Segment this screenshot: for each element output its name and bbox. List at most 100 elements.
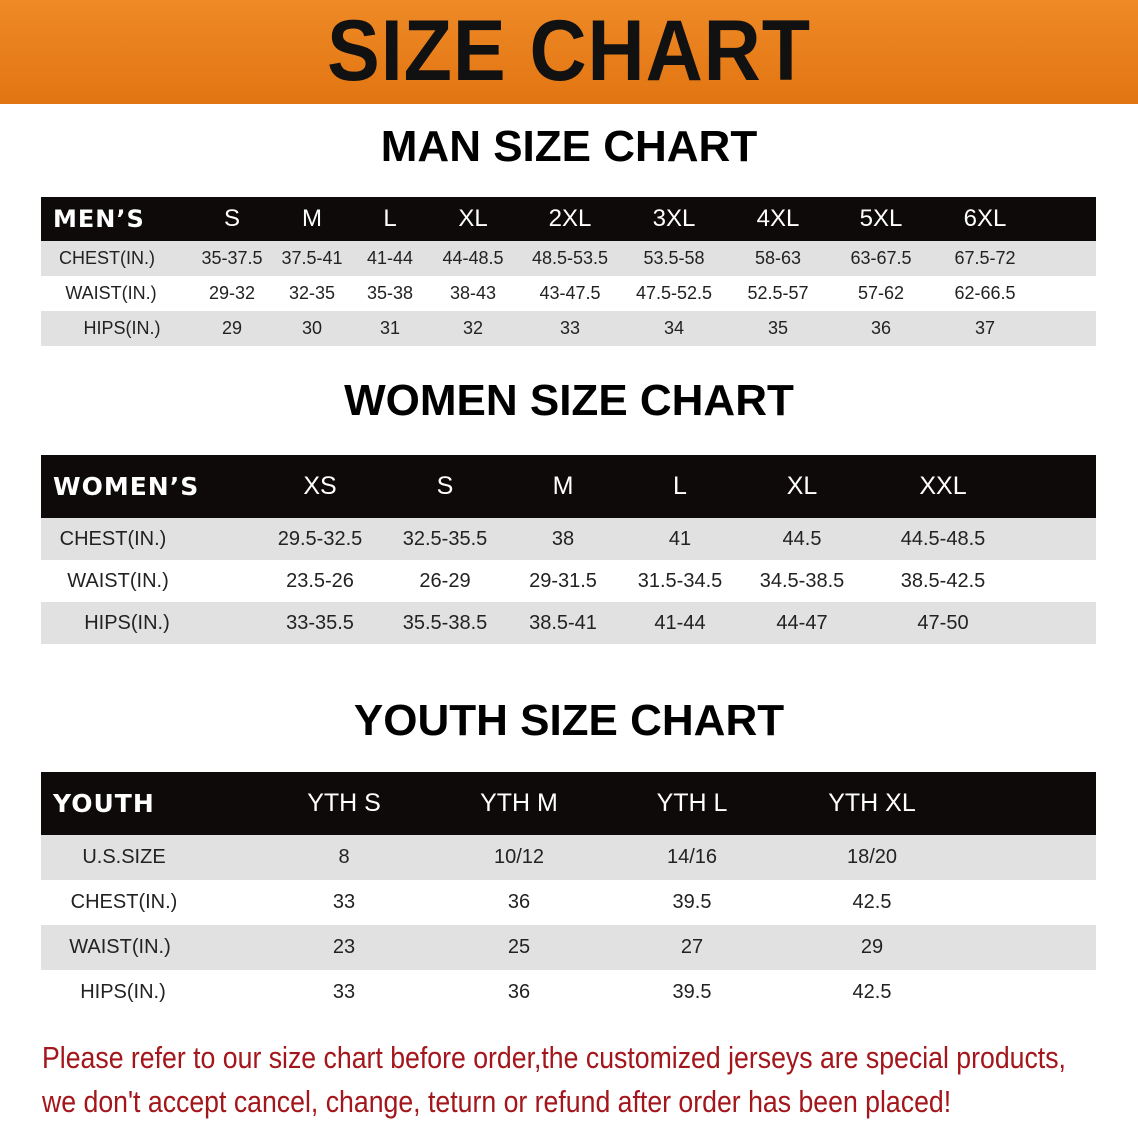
measurement-cell: 23.5-26 xyxy=(286,569,354,592)
table-row: WAIST(IN.) 23 25 27 29 xyxy=(41,925,1096,970)
banner-title: SIZE CHART xyxy=(327,3,811,99)
row-label: WAIST(IN.) xyxy=(67,569,169,592)
measurement-cell: 58-63 xyxy=(754,248,802,268)
measurement-cell: 63-67.5 xyxy=(850,248,912,268)
measurement-cell: 38.5-41 xyxy=(529,611,597,634)
measurement-cell: 57-62 xyxy=(857,283,905,303)
measurement-cell: 47.5-52.5 xyxy=(635,283,713,303)
note-line-1: Please refer to our size chart before or… xyxy=(42,1040,1066,1075)
row-label: HIPS(IN.) xyxy=(80,981,166,1003)
measurement-cell: 30 xyxy=(301,318,323,338)
measurement-cell: 10/12 xyxy=(493,846,545,868)
measurement-cell: 44-47 xyxy=(776,611,828,634)
size-header: XXL xyxy=(919,472,967,500)
measurement-cell: 38.5-42.5 xyxy=(900,569,986,592)
row-label: WAIST(IN.) xyxy=(69,936,171,958)
measurement-cell: 44.5-48.5 xyxy=(900,527,986,550)
size-header: 2XL xyxy=(548,205,592,232)
row-label: WAIST(IN.) xyxy=(65,283,157,303)
measurement-cell: 37 xyxy=(974,318,996,338)
measurement-cell: 36 xyxy=(507,891,531,913)
size-header: M xyxy=(552,472,574,500)
size-header: YTH L xyxy=(656,789,728,817)
table-row: CHEST(IN.) 33 36 39.5 42.5 xyxy=(41,880,1096,925)
measurement-cell: 31 xyxy=(379,318,401,338)
youth-size-table: YOUTH YTH S YTH M YTH L YTH XL U.S.SIZE 8 10/12… xyxy=(41,772,1096,1016)
measurement-cell: 38 xyxy=(551,527,575,550)
measurement-cell: 35 xyxy=(767,318,789,338)
measurement-cell: 29-31.5 xyxy=(529,569,597,592)
measurement-cell: 44.5 xyxy=(782,527,822,550)
measurement-cell: 36 xyxy=(870,318,892,338)
size-header: S xyxy=(223,205,241,232)
measurement-cell: 18/20 xyxy=(846,846,898,868)
measurement-cell: 8 xyxy=(338,846,350,868)
measurement-cell: 37.5-41 xyxy=(281,248,343,268)
measurement-cell: 35.5-38.5 xyxy=(402,611,488,634)
table-row: HIPS(IN.) 33 36 39.5 42.5 xyxy=(41,970,1096,1015)
order-note: Please refer to our size chart before or… xyxy=(42,1036,1066,1124)
row-label: U.S.SIZE xyxy=(82,846,166,868)
measurement-cell: 27 xyxy=(680,936,704,958)
youth-header-row: YOUTH YTH S YTH M YTH L YTH XL xyxy=(41,772,1096,835)
measurement-cell: 35-37.5 xyxy=(201,248,263,268)
size-header: 3XL xyxy=(652,205,696,232)
women-title: WOMEN SIZE CHART xyxy=(344,376,794,425)
size-header: M xyxy=(302,205,322,232)
measurement-cell: 67.5-72 xyxy=(954,248,1016,268)
measurement-cell: 32 xyxy=(462,318,484,338)
table-row: CHEST(IN.) 35-37.5 37.5-41 41-44 44-48.5 48.5… xyxy=(41,241,1096,276)
table-row: CHEST(IN.) 29.5-32.5 32.5-35.5 38 41 44.5 44.5… xyxy=(41,518,1096,560)
size-header: YTH XL xyxy=(828,789,916,817)
size-header: YTH S xyxy=(307,789,381,817)
measurement-cell: 31.5-34.5 xyxy=(637,569,723,592)
size-header: 5XL xyxy=(859,205,903,232)
banner: SIZE CHART xyxy=(0,0,1138,104)
measurement-cell: 39.5 xyxy=(672,891,712,913)
measurement-cell: 25 xyxy=(507,936,531,958)
measurement-cell: 43-47.5 xyxy=(539,283,601,303)
table-row: WAIST(IN.) 29-32 32-35 35-38 38-43 43-47.5 47.… xyxy=(41,276,1096,311)
table-row: WAIST(IN.) 23.5-26 26-29 29-31.5 31.5-34.5 34… xyxy=(41,560,1096,602)
measurement-cell: 26-29 xyxy=(419,569,471,592)
measurement-cell: 29 xyxy=(860,936,884,958)
size-header: S xyxy=(436,472,454,500)
table-row: U.S.SIZE 8 10/12 14/16 18/20 xyxy=(41,835,1096,880)
size-header: XL xyxy=(458,205,488,232)
measurement-cell: 52.5-57 xyxy=(747,283,809,303)
youth-header-label: YOUTH xyxy=(53,789,155,818)
measurement-cell: 14/16 xyxy=(666,846,718,868)
measurement-cell: 34 xyxy=(663,318,685,338)
women-size-table: WOMEN’S XS S M L XL XXL CHEST(IN.) 29.5-32.5 32.5… xyxy=(41,455,1096,645)
men-title: MAN SIZE CHART xyxy=(380,122,758,171)
measurement-cell: 39.5 xyxy=(672,981,712,1003)
measurement-cell: 38-43 xyxy=(449,283,497,303)
measurement-cell: 29.5-32.5 xyxy=(277,527,363,550)
measurement-cell: 47-50 xyxy=(917,611,969,634)
size-header: XS xyxy=(303,472,337,500)
size-header: XL xyxy=(786,472,818,500)
measurement-cell: 33 xyxy=(559,318,581,338)
note-line-2: we don't accept cancel, change, teturn o… xyxy=(42,1084,952,1119)
size-header: YTH M xyxy=(480,789,558,817)
measurement-cell: 23 xyxy=(332,936,356,958)
men-header-row: MEN’S S M L XL 2XL 3XL 4XL 5XL 6XL xyxy=(41,197,1096,241)
youth-title: YOUTH SIZE CHART xyxy=(353,696,785,745)
row-label: HIPS(IN.) xyxy=(83,318,161,338)
women-header-label: WOMEN’S xyxy=(53,472,200,501)
measurement-cell: 48.5-53.5 xyxy=(531,248,609,268)
measurement-cell: 35-38 xyxy=(366,283,414,303)
size-header: L xyxy=(383,205,397,232)
measurement-cell: 62-66.5 xyxy=(954,283,1016,303)
measurement-cell: 41-44 xyxy=(366,248,414,268)
measurement-cell: 33 xyxy=(332,891,356,913)
measurement-cell: 36 xyxy=(507,981,531,1003)
men-header-label: MEN’S xyxy=(53,205,145,233)
measurement-cell: 32-35 xyxy=(288,283,336,303)
row-label: CHEST(IN.) xyxy=(59,248,155,268)
row-label: CHEST(IN.) xyxy=(70,891,178,913)
row-label: CHEST(IN.) xyxy=(59,527,167,550)
measurement-cell: 34.5-38.5 xyxy=(759,569,845,592)
measurement-cell: 41-44 xyxy=(654,611,706,634)
size-header: L xyxy=(673,472,687,500)
